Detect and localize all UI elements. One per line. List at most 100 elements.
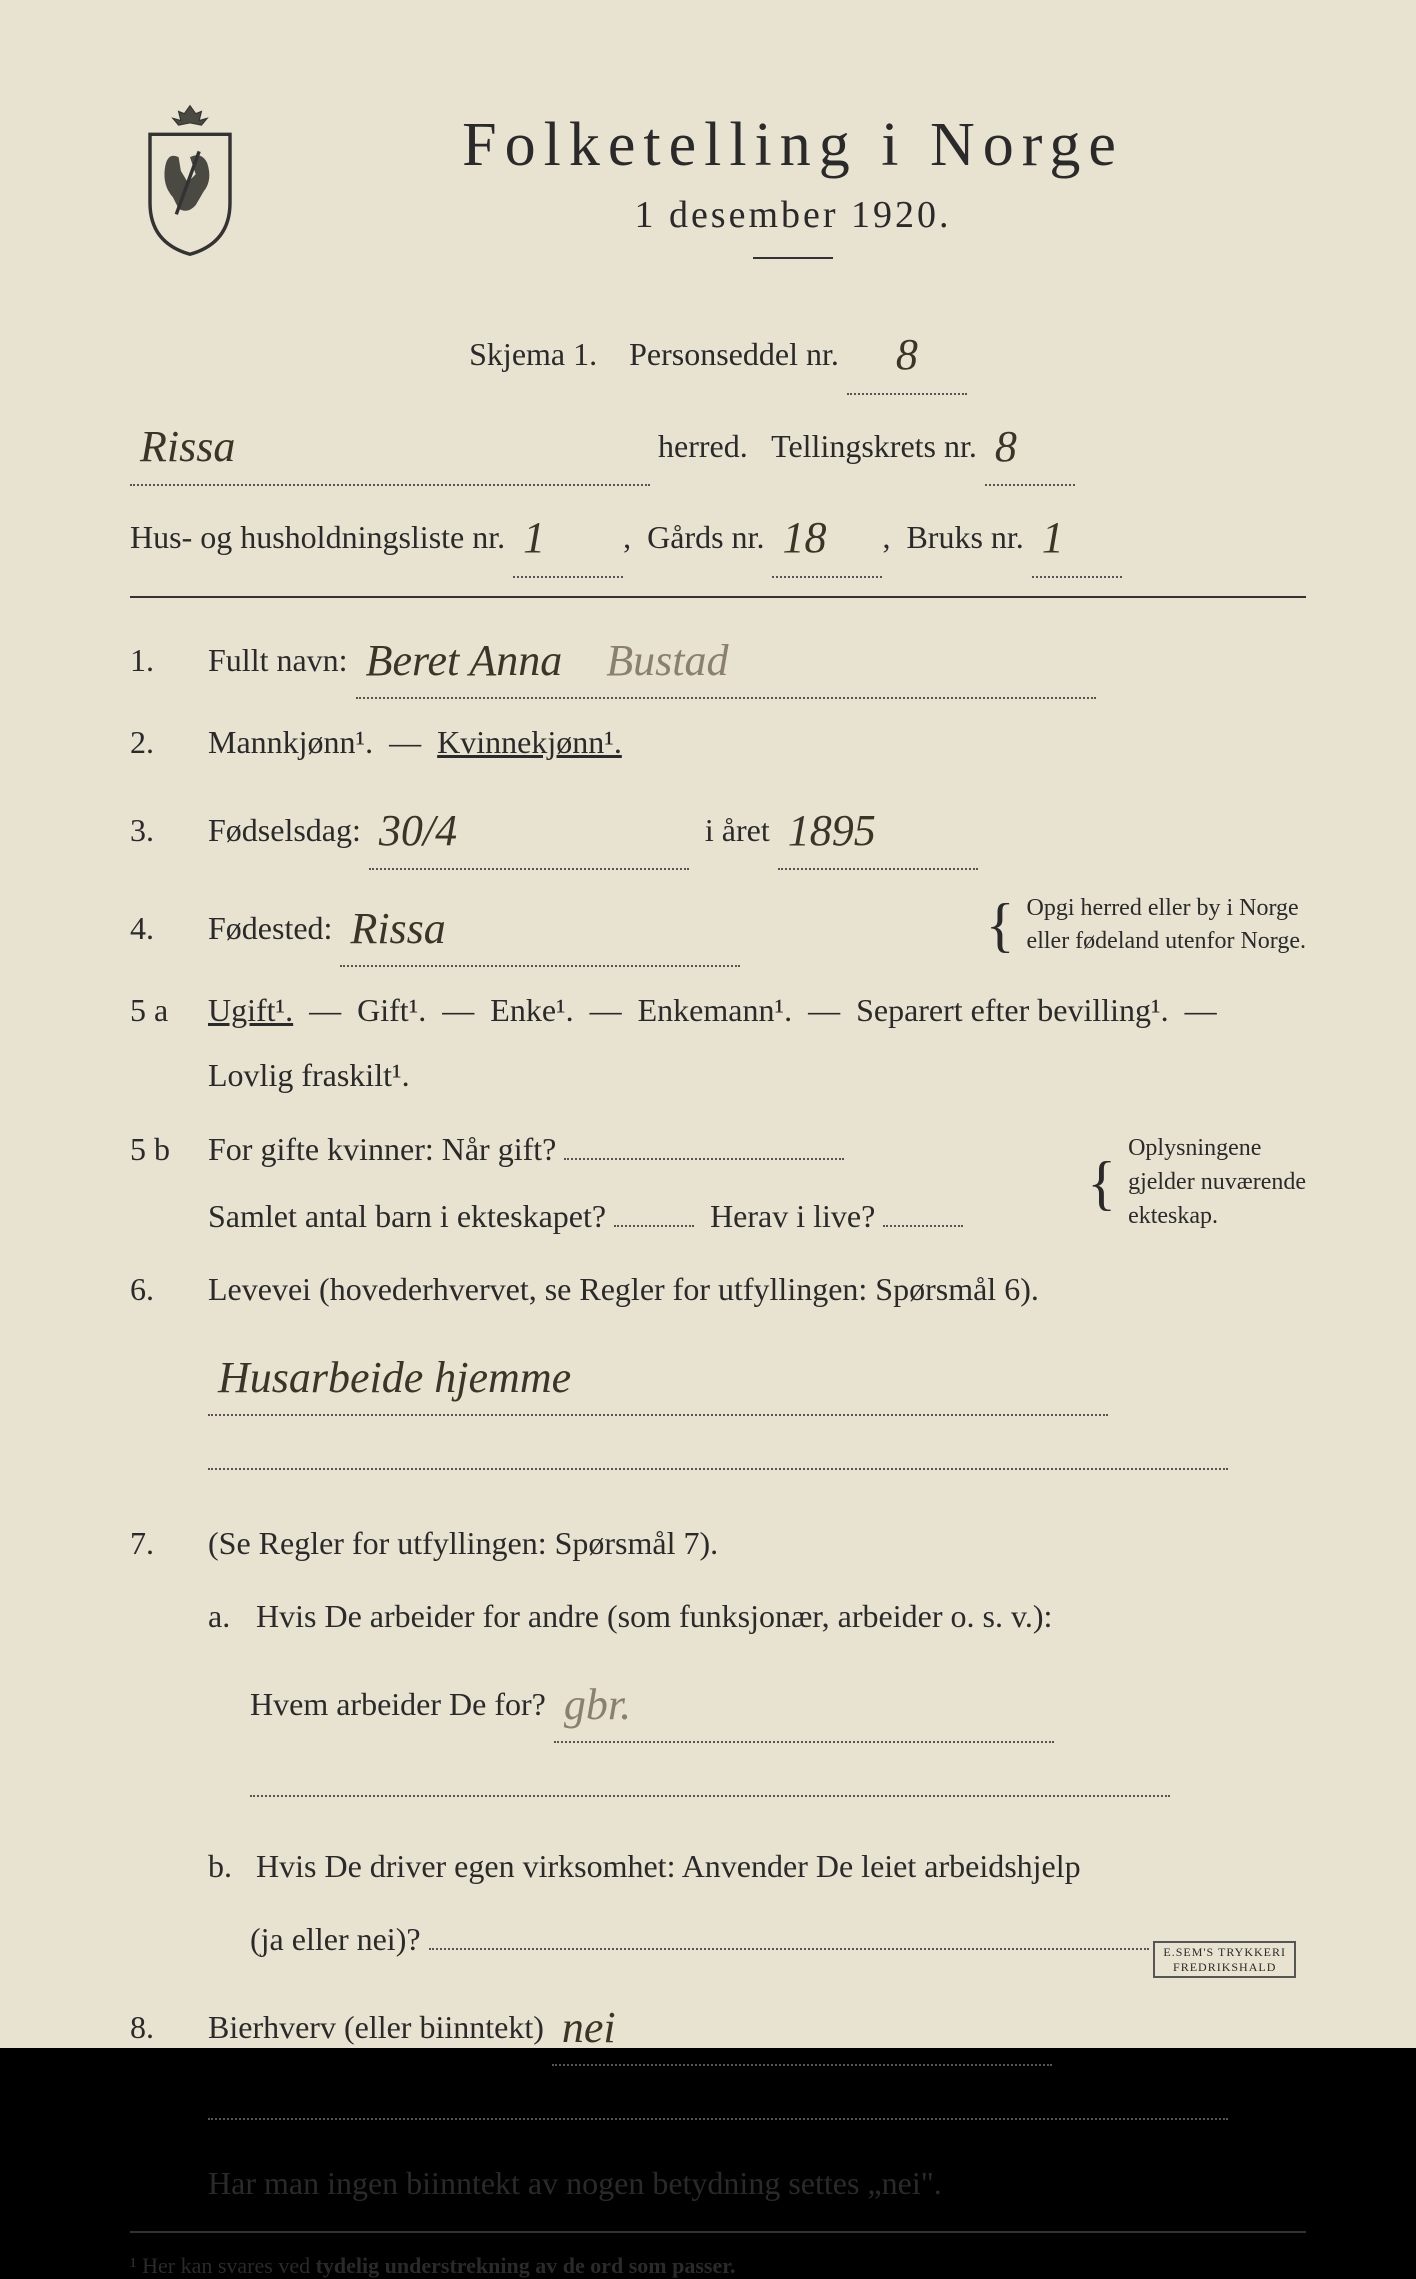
gards-nr: 18 bbox=[776, 513, 832, 562]
q4-note: Opgi herred eller by i Norge eller fødel… bbox=[1027, 892, 1306, 959]
q7b: b. Hvis De driver egen virksomhet: Anven… bbox=[130, 1837, 1306, 1896]
census-form-page: Folketelling i Norge 1 desember 1920. Sk… bbox=[0, 0, 1416, 2048]
divider-bottom bbox=[130, 2231, 1306, 2233]
divider-top bbox=[130, 596, 1306, 598]
q4-label: Fødested: bbox=[208, 910, 332, 946]
page-title: Folketelling i Norge bbox=[280, 110, 1306, 181]
footnote-a: ¹ Her kan svares ved bbox=[130, 2253, 316, 2278]
q5b-label1: For gifte kvinner: Når gift? bbox=[208, 1131, 556, 1167]
q5a-opt6: Lovlig fraskilt¹. bbox=[208, 1057, 410, 1093]
q8-value: nei bbox=[556, 2003, 622, 2052]
gards-label: Gårds nr. bbox=[647, 519, 764, 555]
printer-mark: E.SEM'S TRYKKERI FREDRIKSHALD bbox=[1153, 1941, 1296, 1978]
q8-num: 8. bbox=[130, 1998, 190, 2057]
q4-value: Rissa bbox=[344, 904, 451, 953]
dash: — bbox=[1185, 992, 1217, 1028]
skjema-label: Skjema 1. bbox=[469, 336, 597, 372]
q7a-blank bbox=[130, 1757, 1306, 1816]
q4: 4. Fødested: Rissa { Opgi herred eller b… bbox=[130, 884, 1306, 967]
q5b-note2: gjelder nuværende bbox=[1128, 1166, 1306, 1200]
dash: — bbox=[442, 992, 474, 1028]
q3: 3. Fødselsdag: 30/4 i året 1895 bbox=[130, 786, 1306, 869]
q7a-label1: Hvis De arbeider for andre (som funksjon… bbox=[256, 1587, 1052, 1646]
q5a-num: 5 a bbox=[130, 981, 190, 1040]
q3-day: 30/4 bbox=[373, 806, 463, 855]
q5a-opt3: Enke¹. bbox=[490, 992, 573, 1028]
q7-label: (Se Regler for utfyllingen: Spørsmål 7). bbox=[208, 1525, 718, 1561]
q5b-num: 5 b bbox=[130, 1120, 190, 1179]
printer-1: E.SEM'S TRYKKERI bbox=[1163, 1945, 1286, 1959]
husliste-nr: 1 bbox=[517, 513, 551, 562]
q5b-note1: Oplysningene bbox=[1128, 1132, 1306, 1166]
q1-value2: Bustad bbox=[600, 636, 734, 685]
q5b: 5 b For gifte kvinner: Når gift? Samlet … bbox=[130, 1120, 1306, 1246]
q2: 2. Mannkjønn¹. — Kvinnekjønn¹. bbox=[130, 713, 1306, 772]
personseddel-label: Personseddel nr. bbox=[629, 336, 839, 372]
q7-num: 7. bbox=[130, 1514, 190, 1573]
dash: — bbox=[590, 992, 622, 1028]
q4-note1: Opgi herred eller by i Norge bbox=[1027, 892, 1306, 926]
q1-value: Beret Anna bbox=[360, 636, 569, 685]
personseddel-nr: 8 bbox=[890, 330, 924, 379]
brace-icon: { bbox=[1087, 1156, 1116, 1210]
q7b-num: b. bbox=[208, 1837, 248, 1896]
q7a-line2: Hvem arbeider De for? gbr. bbox=[130, 1660, 1306, 1743]
page-subtitle: 1 desember 1920. bbox=[280, 193, 1306, 237]
q1-num: 1. bbox=[130, 631, 190, 690]
q5b-note: Oplysningene gjelder nuværende ekteskap. bbox=[1128, 1132, 1306, 1233]
q7b-line2: (ja eller nei)? bbox=[130, 1910, 1306, 1969]
q6-label: Levevei (hovederhvervet, se Regler for u… bbox=[208, 1271, 1039, 1307]
q2-dash: — bbox=[389, 724, 421, 760]
herred-label: herred. bbox=[658, 428, 748, 464]
q2-num: 2. bbox=[130, 713, 190, 772]
bruks-nr: 1 bbox=[1036, 513, 1070, 562]
meta-line-3: Hus- og husholdningsliste nr. 1, Gårds n… bbox=[130, 492, 1306, 578]
q3-label: Fødselsdag: bbox=[208, 812, 361, 848]
q5a-opt1: Ugift¹. bbox=[208, 992, 293, 1028]
q3-num: 3. bbox=[130, 801, 190, 860]
q8-blank bbox=[130, 2080, 1306, 2139]
q6-blank-line bbox=[130, 1430, 1306, 1489]
meta-line-2: Rissa herred. Tellingskrets nr. 8 bbox=[130, 401, 1306, 487]
q7a: a. Hvis De arbeider for andre (som funks… bbox=[130, 1587, 1306, 1646]
printer-2: FREDRIKSHALD bbox=[1163, 1960, 1286, 1974]
q7b-label1: Hvis De driver egen virksomhet: Anvender… bbox=[256, 1837, 1081, 1896]
dash: — bbox=[309, 992, 341, 1028]
tellingskrets-label: Tellingskrets nr. bbox=[771, 428, 977, 464]
q6-value: Husarbeide hjemme bbox=[212, 1353, 577, 1402]
q7a-num: a. bbox=[208, 1587, 248, 1646]
footnote: ¹ Her kan svares ved tydelig understrekn… bbox=[130, 2253, 1306, 2279]
husliste-label: Hus- og husholdningsliste nr. bbox=[130, 519, 505, 555]
q6-num: 6. bbox=[130, 1260, 190, 1319]
q3-year-label: i året bbox=[705, 812, 770, 848]
q6: 6. Levevei (hovederhvervet, se Regler fo… bbox=[130, 1260, 1306, 1319]
q5b-label3: Herav i live? bbox=[710, 1198, 875, 1234]
q7a-label2: Hvem arbeider De for? bbox=[250, 1686, 546, 1722]
footnote-b: tydelig understrekning av de ord som pas… bbox=[316, 2253, 736, 2278]
herred-value: Rissa bbox=[134, 422, 241, 471]
q6-answer-line: Husarbeide hjemme bbox=[130, 1333, 1306, 1416]
tellingskrets-nr: 8 bbox=[989, 422, 1023, 471]
q8-label: Bierhverv (eller biinntekt) bbox=[208, 2009, 544, 2045]
q5a: 5 a Ugift¹. — Gift¹. — Enke¹. — Enkemann… bbox=[130, 981, 1306, 1105]
q5b-note3: ekteskap. bbox=[1128, 1200, 1306, 1234]
dash: — bbox=[808, 992, 840, 1028]
q4-note2: eller fødeland utenfor Norge. bbox=[1027, 925, 1306, 959]
brace-icon: { bbox=[986, 898, 1015, 952]
q4-num: 4. bbox=[130, 899, 190, 958]
q5a-opt2: Gift¹. bbox=[357, 992, 426, 1028]
title-divider bbox=[753, 257, 833, 259]
q7: 7. (Se Regler for utfyllingen: Spørsmål … bbox=[130, 1514, 1306, 1573]
q3-year: 1895 bbox=[782, 806, 882, 855]
q5a-opt4: Enkemann¹. bbox=[638, 992, 792, 1028]
q1-label: Fullt navn: bbox=[208, 642, 348, 678]
q2-opt-a: Mannkjønn¹. bbox=[208, 724, 373, 760]
q5a-opt5: Separert efter bevilling¹. bbox=[856, 992, 1169, 1028]
q5b-label2: Samlet antal barn i ekteskapet? bbox=[208, 1198, 606, 1234]
title-block: Folketelling i Norge 1 desember 1920. bbox=[280, 100, 1306, 289]
q7a-value: gbr. bbox=[558, 1680, 637, 1729]
footer-note1: Har man ingen biinntekt av nogen betydni… bbox=[130, 2154, 1306, 2213]
coat-of-arms-icon bbox=[130, 100, 250, 260]
q2-opt-b: Kvinnekjønn¹. bbox=[437, 724, 622, 760]
meta-line-1: Skjema 1. Personseddel nr. 8 bbox=[130, 309, 1306, 395]
